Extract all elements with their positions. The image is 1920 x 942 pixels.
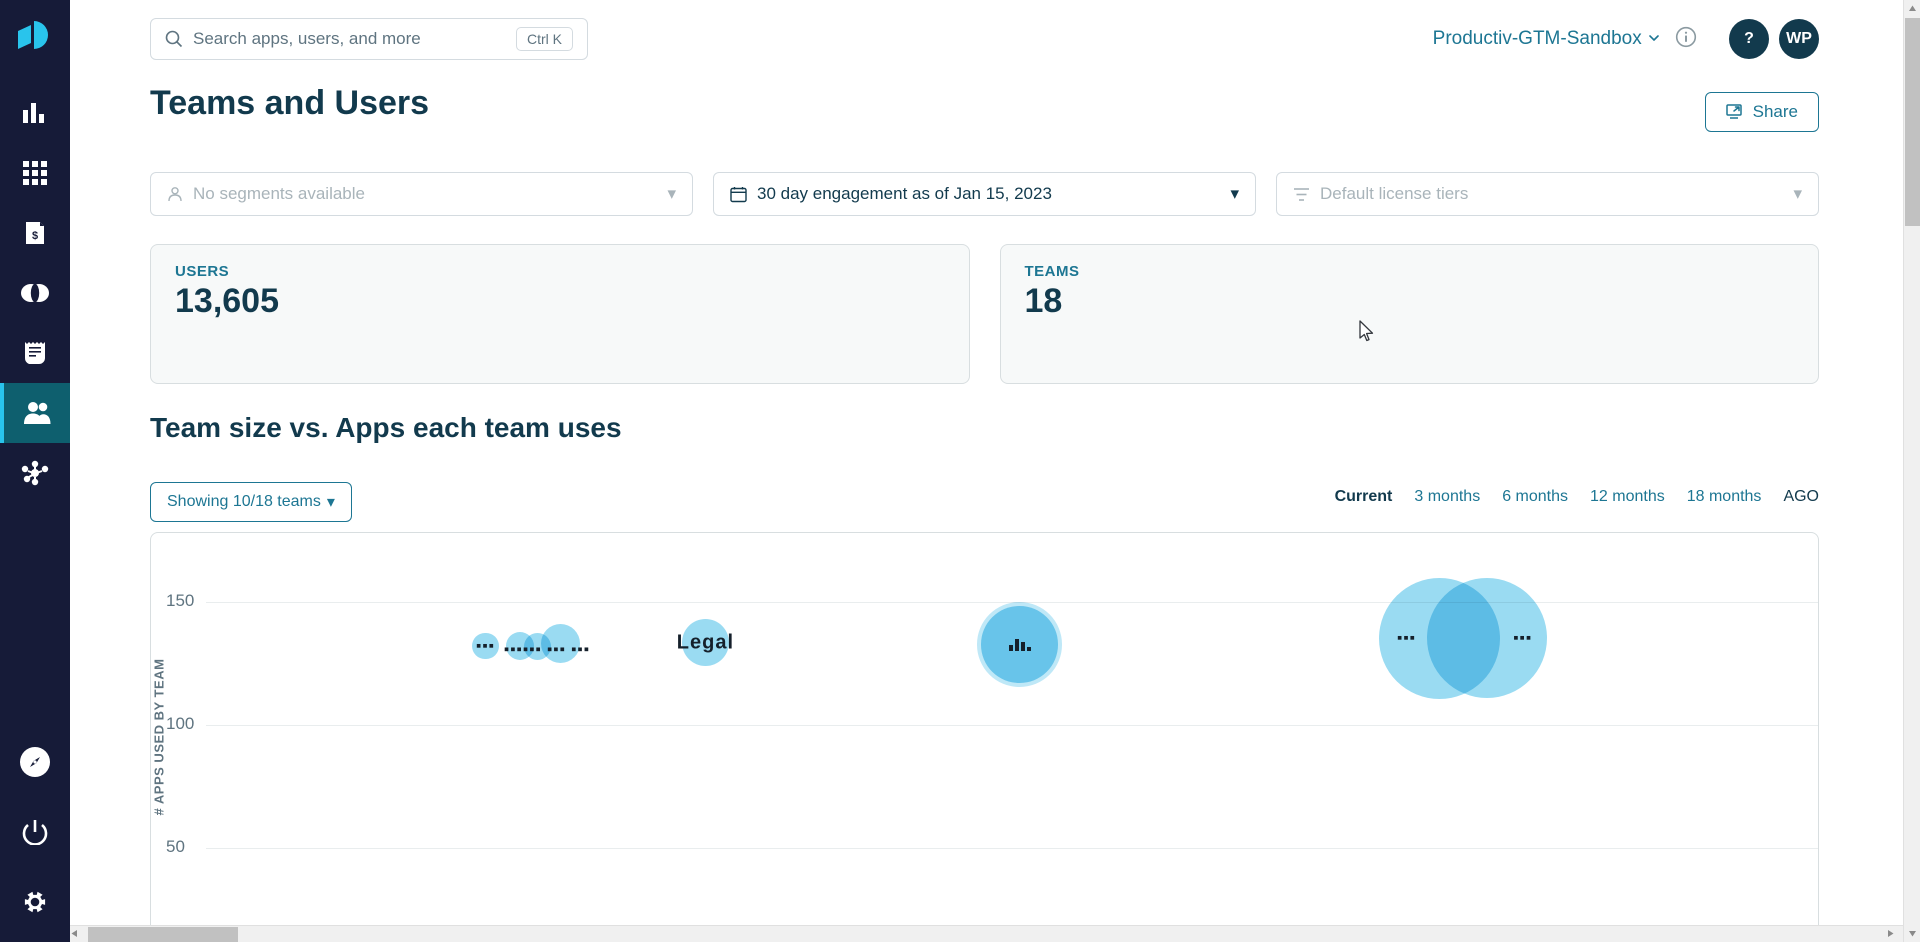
svg-text:$: $ xyxy=(32,230,38,242)
